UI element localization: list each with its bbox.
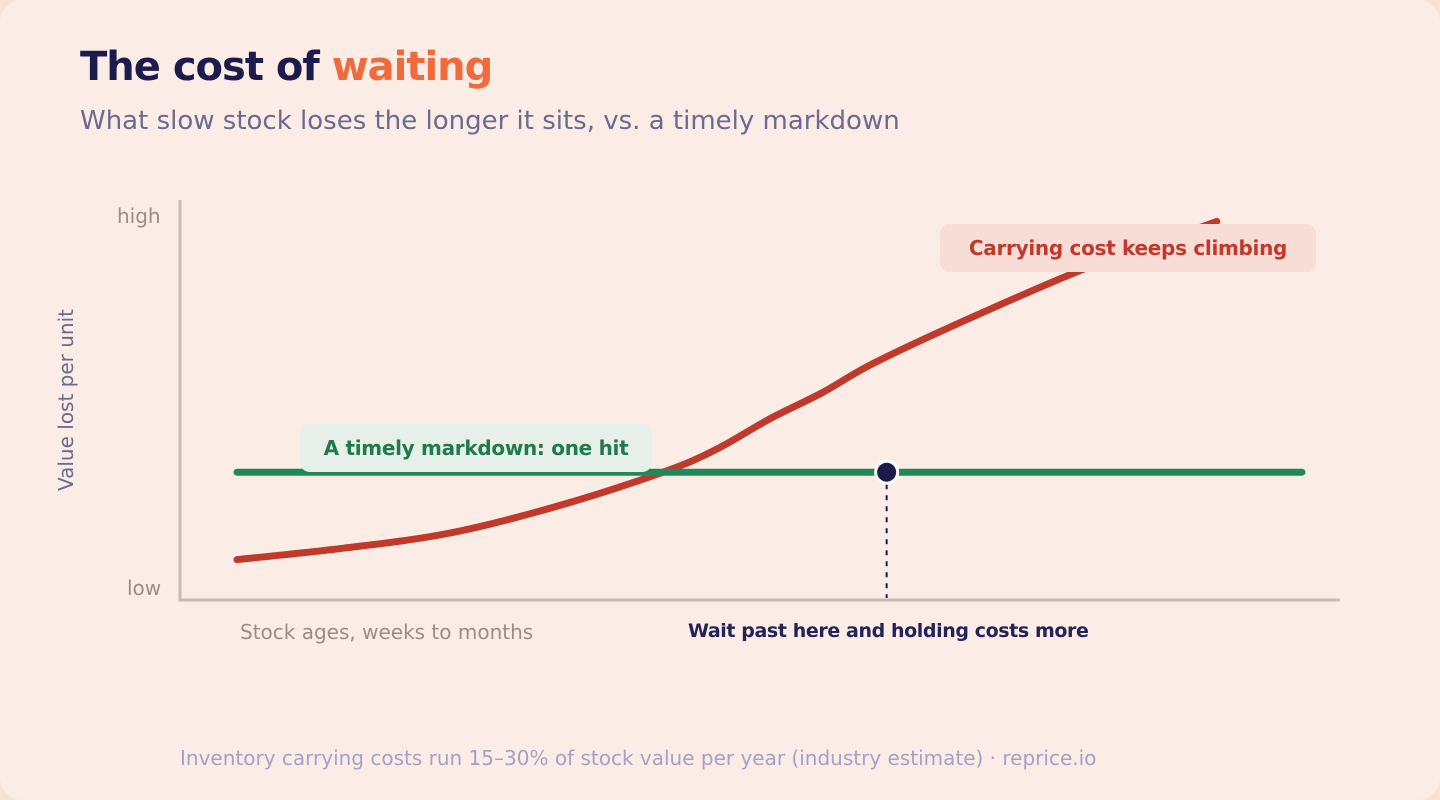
crossover-annotation: Wait past here and holding costs more [688,620,1089,642]
source-footnote: Inventory carrying costs run 15–30% of s… [180,746,1097,770]
x-axis-label: Stock ages, weeks to months [240,620,534,644]
title-accent: waiting [331,44,494,90]
chart-title: The cost of waiting [80,44,494,90]
y-tick-high: high [117,204,161,228]
chart-axes [178,200,1340,602]
carrying-cost-line [233,217,1221,564]
y-tick-low: low [127,576,162,600]
title-prefix: The cost of [80,44,320,90]
chart-subtitle: What slow stock loses the longer it sits… [80,106,900,136]
markdown-label: A timely markdown: one hit [300,424,652,472]
y-axis-label: Value lost per unit [54,308,78,492]
carrying-cost-label: Carrying cost keeps climbing [940,224,1316,272]
crossover-marker [874,459,900,485]
